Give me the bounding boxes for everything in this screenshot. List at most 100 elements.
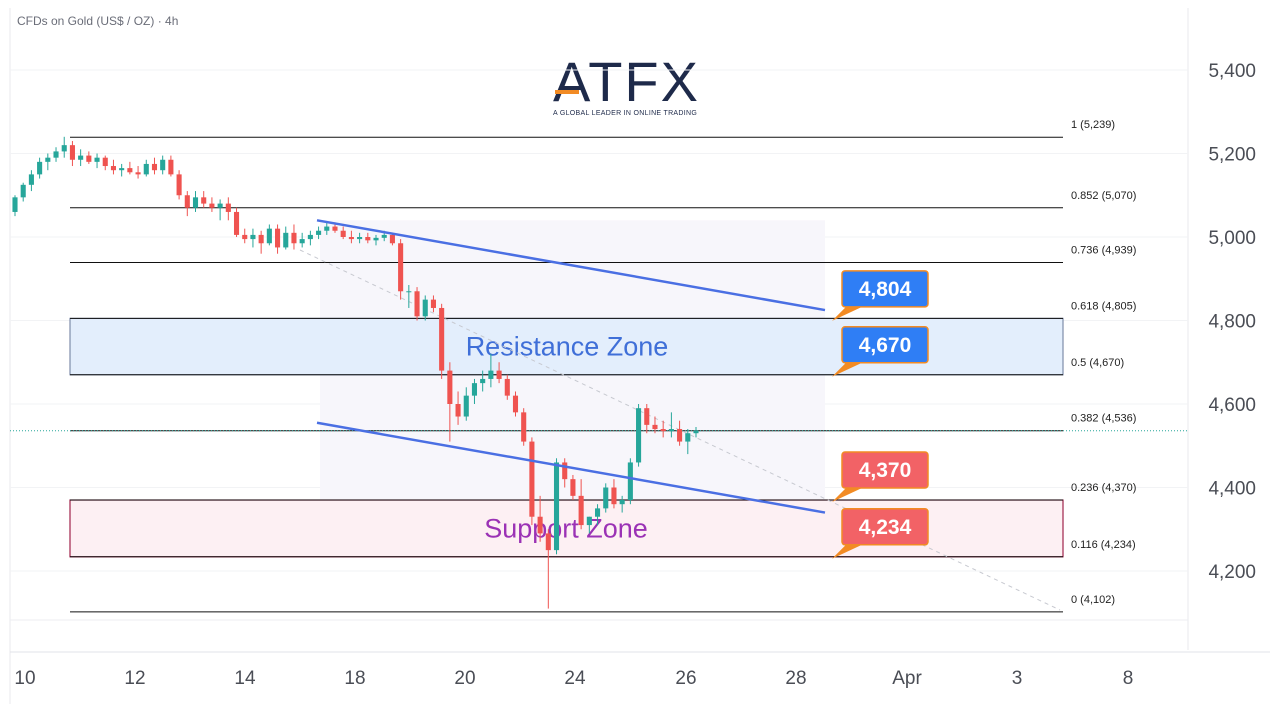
fib-label: 0.852 (5,070) (1071, 190, 1136, 202)
candle-body (217, 203, 223, 208)
candle-body (102, 157, 108, 167)
y-tick-label: 4,200 (1208, 562, 1256, 583)
candle-body (406, 291, 412, 293)
fib-label: 0.618 (4,805) (1071, 300, 1136, 312)
candle-body (307, 234, 313, 240)
candle-body (266, 228, 272, 244)
x-tick-label: 10 (14, 668, 35, 689)
candle-body (422, 299, 428, 317)
candle-body (110, 166, 117, 171)
x-tick-label: Apr (892, 668, 922, 689)
price-tag-text: 4,234 (859, 516, 912, 539)
candle-body (463, 395, 469, 417)
candle-body (693, 430, 699, 434)
channel-upper-line (316, 219, 826, 312)
candle-body (529, 441, 535, 517)
candle-body (586, 516, 592, 526)
candle-body (291, 232, 297, 244)
fib-label: 1 (5,239) (1071, 119, 1115, 131)
candle-body (143, 163, 149, 175)
logo-text: ATFX (553, 50, 700, 113)
candle-body (94, 157, 100, 162)
candle-body (521, 412, 527, 442)
candle-body (233, 211, 240, 235)
candle-body (496, 370, 502, 379)
candle-body (192, 197, 199, 208)
y-tick-label: 5,400 (1208, 61, 1256, 82)
candle-body (168, 159, 174, 175)
symbol-label: CFDs on Gold (US$ / OZ) · 4h (17, 14, 179, 28)
candle-body (636, 408, 642, 463)
x-tick-label: 18 (344, 668, 365, 689)
candle-body (176, 174, 182, 196)
candle-body (340, 230, 346, 237)
candle-body (86, 155, 92, 162)
candle-body (553, 462, 560, 551)
candle-body (45, 157, 51, 162)
candle-body (316, 230, 322, 235)
candle-body (685, 433, 691, 442)
candle-body (455, 404, 461, 417)
candle-body (299, 239, 305, 244)
candle-body (439, 307, 445, 371)
candle-body (660, 429, 666, 432)
candle-body (677, 429, 683, 442)
y-tick-label: 4,400 (1208, 479, 1256, 500)
candle-body (324, 226, 330, 231)
candle-body (627, 462, 633, 501)
candle-body (594, 508, 601, 517)
candle-body (20, 184, 26, 198)
x-tick-label: 24 (564, 668, 586, 689)
zone-label: Support Zone (484, 513, 648, 543)
x-tick-label: 26 (675, 668, 696, 689)
candle-body (250, 234, 256, 240)
candle-body (578, 495, 584, 526)
x-tick-label: 28 (785, 668, 806, 689)
fib-label: 0.382 (4,536) (1071, 413, 1136, 425)
channel-lower-line (316, 421, 826, 514)
x-tick-label: 20 (454, 668, 475, 689)
candle-body (61, 145, 67, 152)
candle-body (119, 168, 125, 171)
x-tick-label: 14 (234, 668, 256, 689)
fib-label: 0.116 (4,234) (1071, 539, 1136, 551)
candle-body (69, 145, 75, 160)
fib-label: 0.736 (4,939) (1071, 244, 1136, 256)
price-tag-box (841, 326, 929, 364)
candle-body (53, 151, 59, 158)
x-tick-label: 12 (124, 668, 145, 689)
candle-body (275, 228, 281, 248)
y-tick-label: 5,000 (1208, 228, 1256, 249)
candle-body (78, 155, 84, 160)
candle-body (545, 533, 551, 551)
candle-body (332, 226, 338, 231)
candle-body (414, 291, 420, 317)
candle-body (151, 163, 158, 171)
price-tag-pointer (832, 544, 862, 559)
x-tick-label: 8 (1123, 668, 1134, 689)
price-tag-text: 4,670 (859, 334, 912, 357)
candle-body (37, 161, 43, 175)
candle-body (127, 168, 133, 173)
candle-body (348, 237, 354, 240)
candle-body (652, 424, 658, 430)
candle-body (373, 237, 379, 241)
candle-body (160, 159, 166, 171)
candle-body (644, 408, 650, 425)
fib-label: 0.236 (4,370) (1071, 482, 1136, 494)
candle-body (471, 383, 478, 396)
candle-body (28, 174, 34, 185)
zone-label: Resistance Zone (466, 332, 669, 362)
price-tag-pointer (832, 306, 862, 321)
price-tag-pointer (832, 362, 862, 377)
candle-body (480, 378, 486, 384)
price-tag-box (841, 270, 929, 308)
fib-label: 0 (4,102) (1071, 594, 1115, 606)
candle-body (504, 378, 510, 396)
candle-body (398, 243, 404, 292)
candle-body (562, 462, 568, 480)
atfx-logo: ATFX A GLOBAL LEADER IN ONLINE TRADING (553, 52, 713, 122)
candle-body (258, 234, 264, 244)
